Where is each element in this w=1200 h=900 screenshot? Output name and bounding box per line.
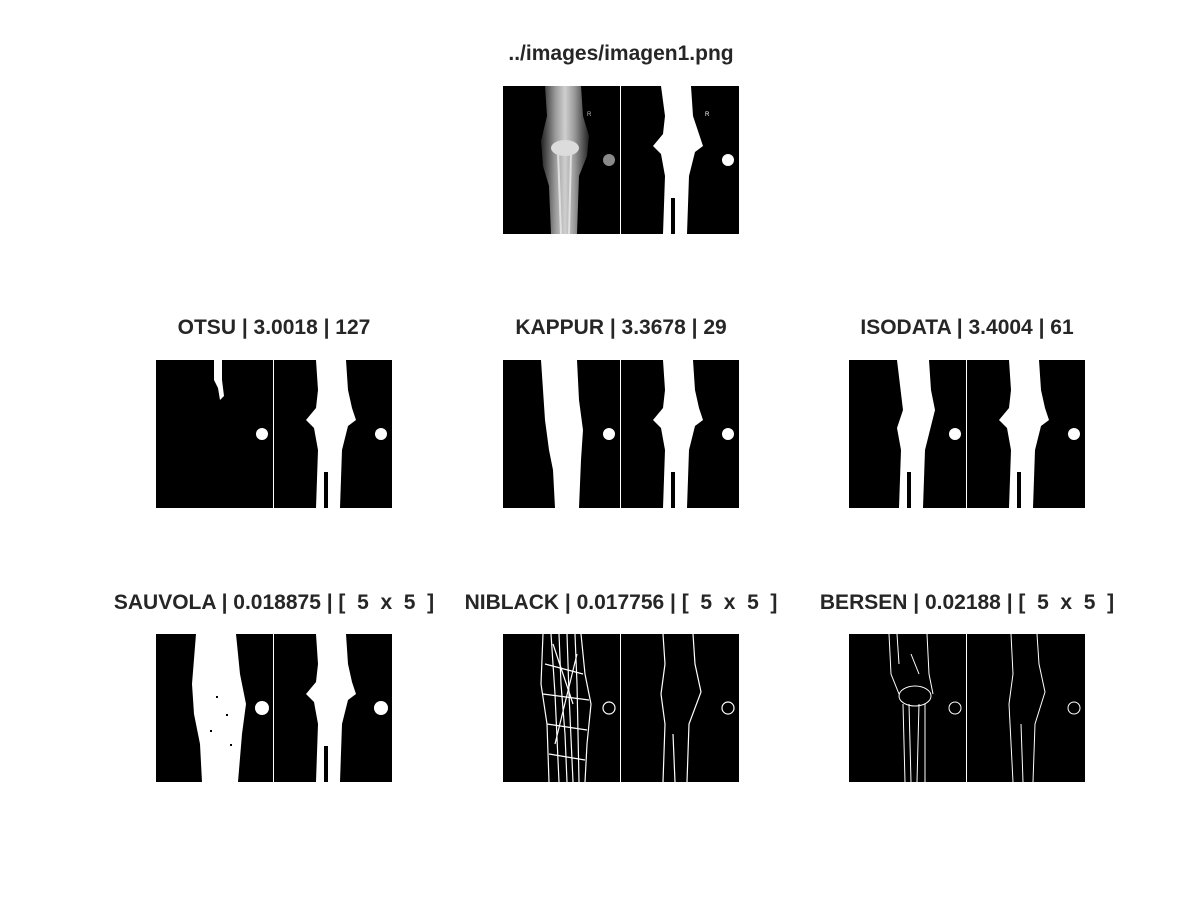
main-title: ../images/imagen1.png: [508, 42, 734, 65]
bersen-title: BERSEN | 0.02188 | [ 5 x 5 ]: [819, 591, 1115, 614]
sauvola-title: SAUVOLA | 0.018875 | [ 5 x 5 ]: [113, 591, 435, 614]
otsu-title: OTSU | 3.0018 | 127: [177, 316, 371, 339]
marker-letter-1: R: [587, 112, 592, 118]
sauvola-panel: [156, 634, 392, 782]
bersen-panel: [849, 634, 1085, 782]
niblack-panel: [503, 634, 739, 782]
kappur-panel: [503, 360, 739, 508]
isodata-title: ISODATA | 3.4004 | 61: [860, 316, 1074, 339]
kappur-title: KAPPUR | 3.3678 | 29: [515, 316, 727, 339]
niblack-title: NIBLACK | 0.017756 | [ 5 x 5 ]: [464, 591, 778, 614]
otsu-panel: [156, 360, 392, 508]
isodata-panel: [849, 360, 1085, 508]
marker-letter-2: R: [705, 112, 710, 118]
original-xray-panel: R R: [503, 86, 739, 234]
